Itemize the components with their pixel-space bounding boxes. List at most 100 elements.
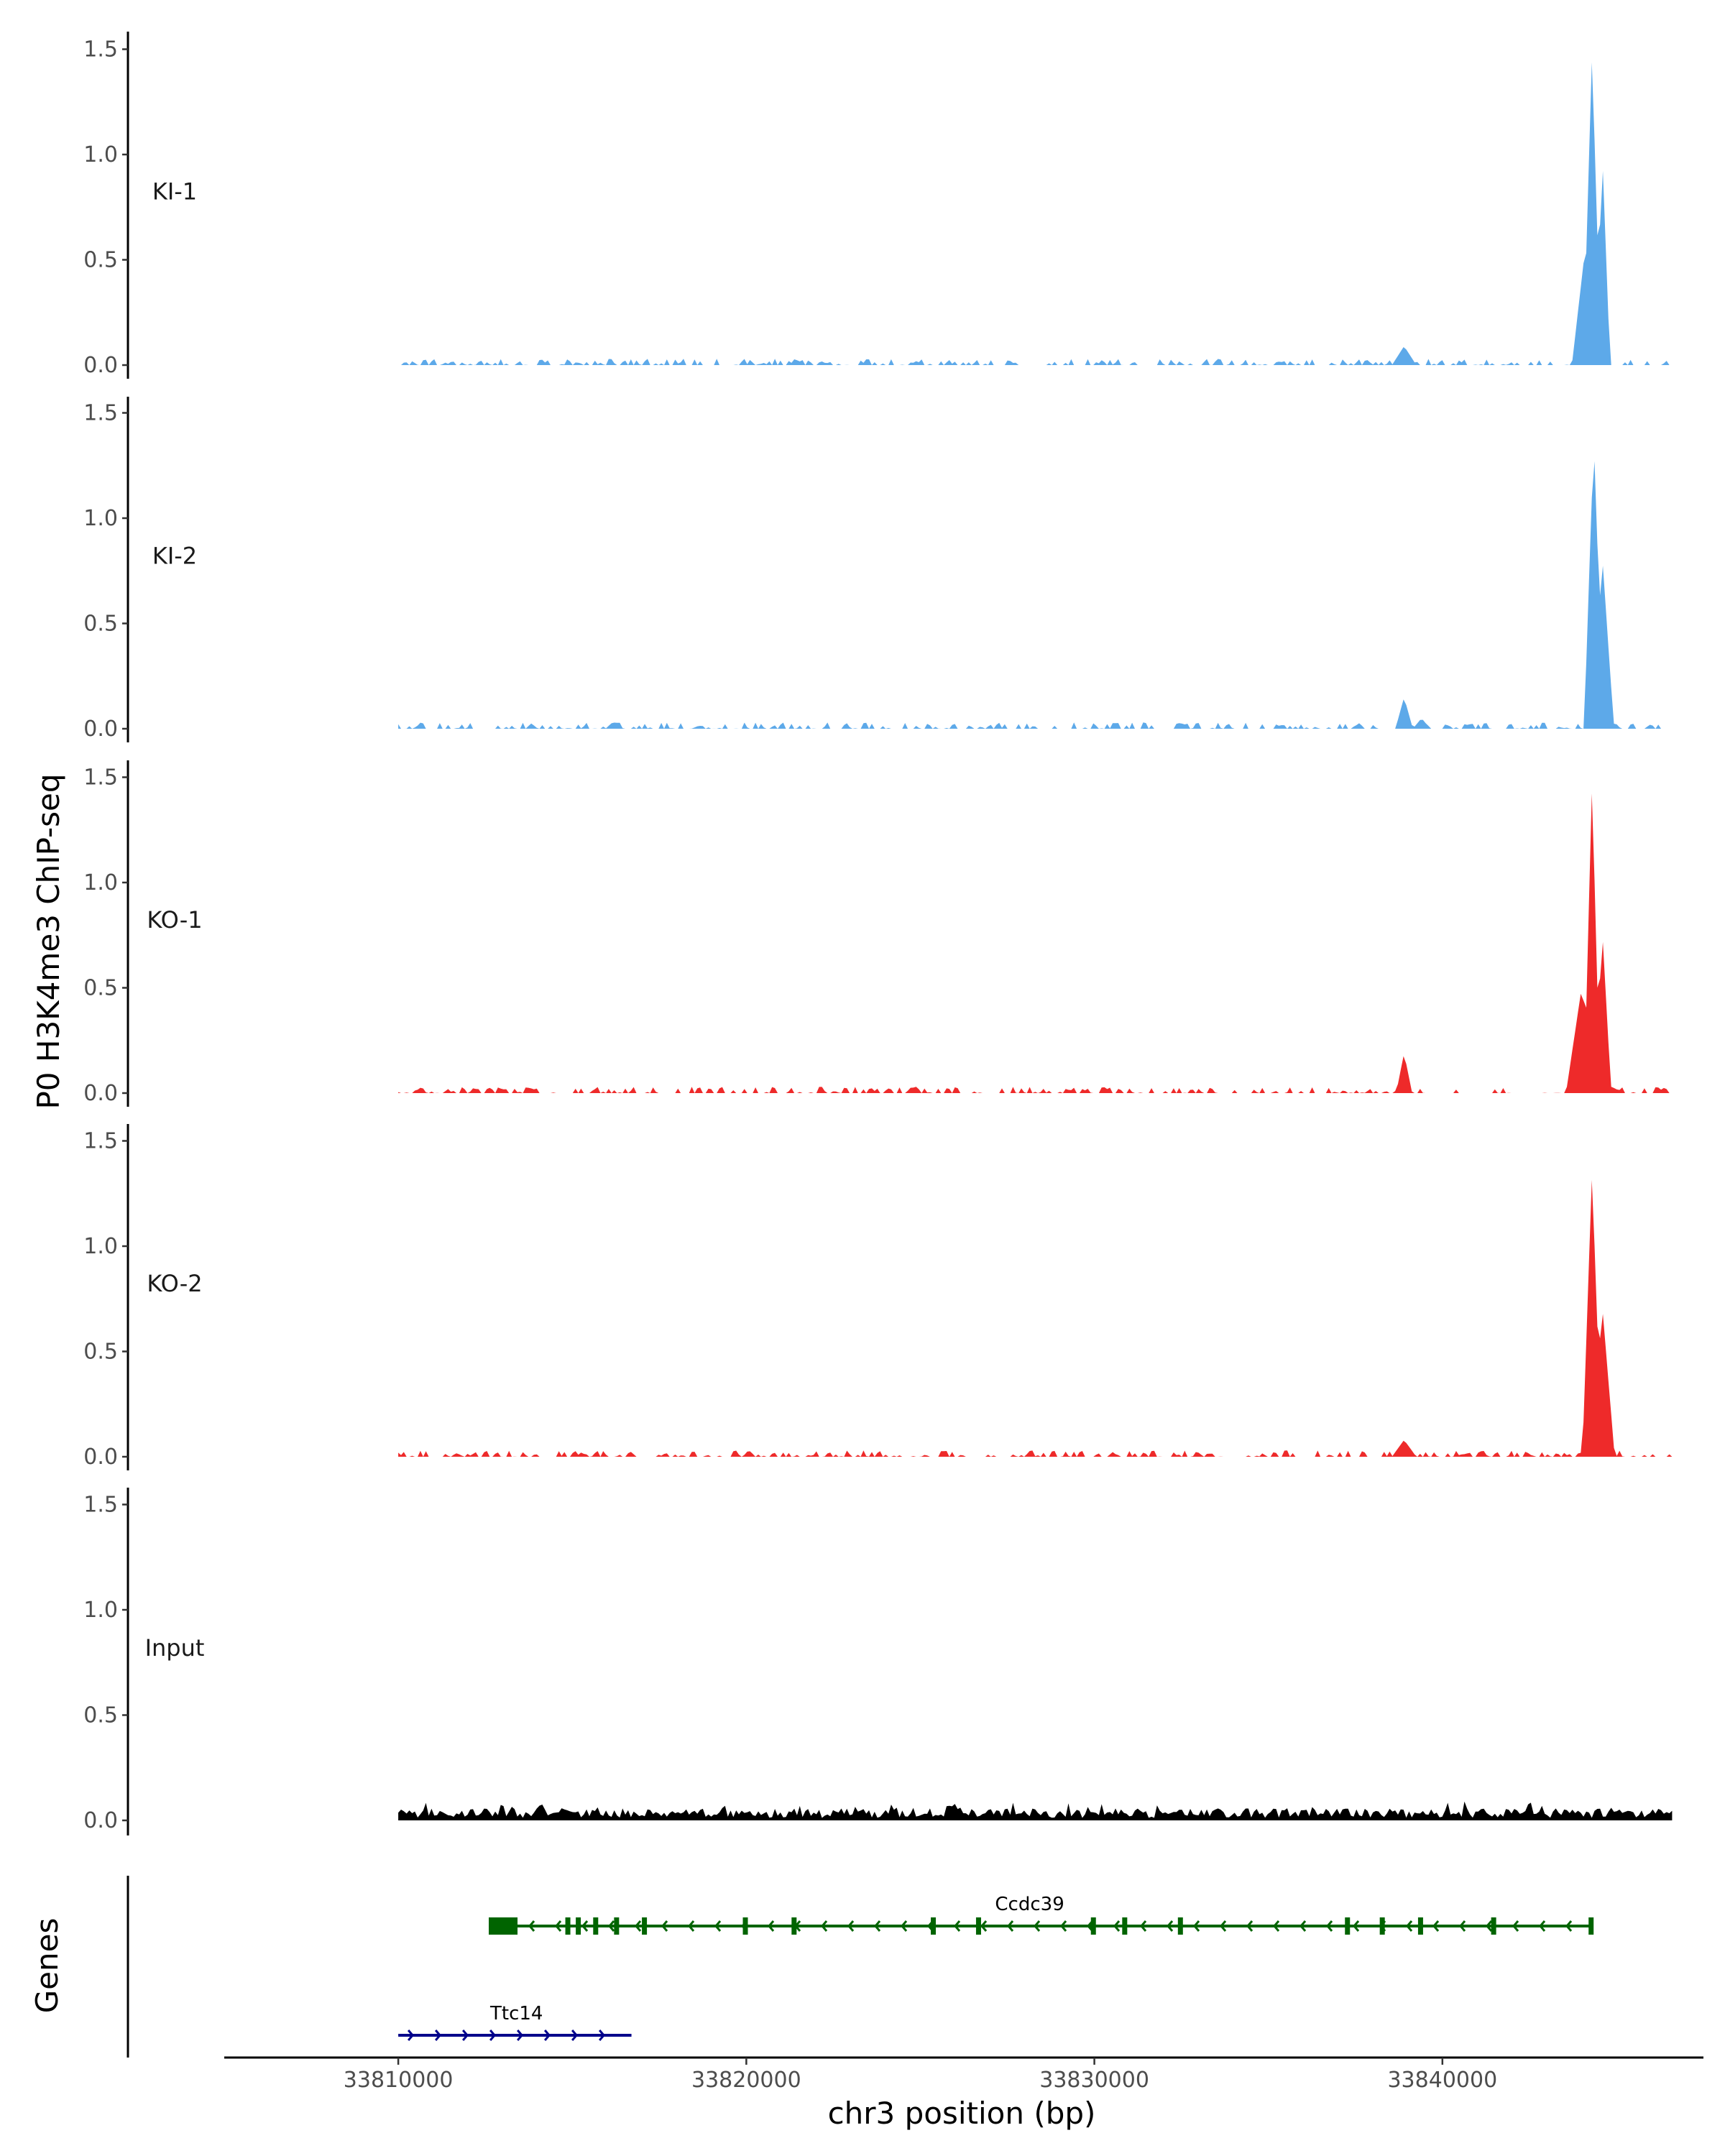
strand-arrow xyxy=(901,1920,908,1932)
strand-arrow xyxy=(434,2030,442,2041)
exon xyxy=(742,1917,748,1935)
strand-arrow xyxy=(1406,1920,1413,1932)
x-tick-label: 33830000 xyxy=(1039,2068,1149,2093)
exon xyxy=(489,1917,518,1935)
y-tick-label: 1.5 xyxy=(83,765,118,791)
y-tick-label: 1.0 xyxy=(83,1234,118,1259)
x-tick-label: 33820000 xyxy=(691,2068,801,2093)
signal-area xyxy=(398,1801,1673,1820)
exon xyxy=(576,1917,581,1935)
strand-arrow xyxy=(1246,1920,1254,1932)
y-tick-label: 0.5 xyxy=(83,248,118,273)
exon xyxy=(1588,1917,1594,1935)
strand-arrow xyxy=(1140,1920,1147,1932)
signal-area xyxy=(398,793,1673,1093)
strand-arrow xyxy=(1512,1920,1519,1932)
y-tick-label: 1.5 xyxy=(83,1129,118,1154)
exon xyxy=(1122,1917,1128,1935)
strand-arrow xyxy=(1486,1920,1493,1932)
track-label: KO-2 xyxy=(147,1270,202,1297)
strand-arrow xyxy=(954,1920,961,1932)
strand-arrow xyxy=(847,1920,855,1932)
y-tick-label: 0.0 xyxy=(83,1808,118,1833)
strand-arrow xyxy=(1459,1920,1466,1932)
x-tick-label: 33840000 xyxy=(1387,2068,1497,2093)
strand-arrow xyxy=(1113,1920,1121,1932)
gene-ttc14: Ttc14 xyxy=(398,2003,632,2041)
strand-arrow xyxy=(1565,1920,1573,1932)
strand-arrow xyxy=(516,2030,524,2041)
exon xyxy=(614,1917,620,1935)
strand-arrow xyxy=(1220,1920,1227,1932)
x-axis: 33810000 33820000 33830000 33840000 xyxy=(224,2056,1703,2093)
y-tick-label: 0.5 xyxy=(83,1340,118,1365)
strand-arrow xyxy=(1539,1920,1546,1932)
exon xyxy=(565,1917,571,1935)
strand-arrow xyxy=(1353,1920,1360,1932)
signal-area xyxy=(398,62,1673,365)
strand-arrow xyxy=(1060,1920,1067,1932)
strand-arrow xyxy=(1007,1920,1014,1932)
strand-arrow xyxy=(598,2030,606,2041)
track-input: 0.0 0.5 1.0 1.5 Input xyxy=(83,1488,1673,1835)
strand-arrow xyxy=(1326,1920,1333,1932)
y-tick-label: 0.5 xyxy=(83,976,118,1001)
exon xyxy=(791,1917,797,1935)
track-ko-1: 0.0 0.5 1.0 1.5 KO-1 xyxy=(83,760,1673,1107)
y-tick-label: 0.0 xyxy=(83,1445,118,1470)
genes-axis-title: Genes xyxy=(29,1918,65,2014)
strand-arrow xyxy=(571,2030,579,2041)
exon xyxy=(593,1917,599,1935)
x-axis-title: chr3 position (bp) xyxy=(828,2096,1096,2131)
gene-label: Ccdc39 xyxy=(995,1894,1064,1915)
strand-arrow xyxy=(528,1920,535,1932)
strand-arrow xyxy=(1300,1920,1307,1932)
track-label: KO-1 xyxy=(147,906,202,934)
y-tick-label: 1.0 xyxy=(83,870,118,895)
strand-arrow xyxy=(821,1920,828,1932)
track-label: KI-2 xyxy=(152,543,197,570)
strand-arrow xyxy=(581,1920,589,1932)
exon xyxy=(506,1917,512,1935)
y-tick-label: 1.5 xyxy=(83,1493,118,1518)
genes-panel: Ccdc39 Ttc14 xyxy=(126,1876,1594,2058)
y-tick-label: 0.5 xyxy=(83,612,118,637)
track-label: Input xyxy=(145,1634,205,1662)
track-ki-2: 0.0 0.5 1.0 1.5 KI-2 xyxy=(83,397,1673,742)
strand-arrow xyxy=(608,1920,615,1932)
strand-arrow xyxy=(688,1920,695,1932)
y-tick-label: 1.5 xyxy=(83,401,118,426)
strand-arrow xyxy=(1432,1920,1440,1932)
signal-area xyxy=(398,1179,1673,1457)
strand-arrow xyxy=(543,2030,551,2041)
strand-arrow xyxy=(1167,1920,1174,1932)
y-tick-label: 1.0 xyxy=(83,1598,118,1623)
exon xyxy=(1417,1917,1423,1935)
signal-area xyxy=(398,461,1673,729)
y-tick-label: 0.0 xyxy=(83,1081,118,1106)
exon xyxy=(1090,1917,1096,1935)
strand-arrow xyxy=(1034,1920,1041,1932)
track-label: KI-1 xyxy=(152,178,197,206)
strand-arrow xyxy=(489,2030,497,2041)
exon xyxy=(642,1917,648,1935)
exon xyxy=(1491,1917,1496,1935)
exon xyxy=(1177,1917,1183,1935)
exon xyxy=(930,1917,936,1935)
y-tick-label: 1.5 xyxy=(83,37,118,63)
strand-arrow xyxy=(407,2030,415,2041)
strand-arrow xyxy=(1193,1920,1200,1932)
exon xyxy=(1345,1917,1351,1935)
strand-arrow xyxy=(1273,1920,1280,1932)
exon xyxy=(1379,1917,1385,1935)
y-tick-label: 0.0 xyxy=(83,717,118,742)
y-tick-label: 1.0 xyxy=(83,142,118,167)
gene-ccdc39: Ccdc39 xyxy=(489,1894,1594,1935)
track-ki-1: 0.0 0.5 1.0 1.5 KI-1 xyxy=(83,32,1673,379)
signal-tracks: 0.0 0.5 1.0 1.5 KI-1 0.0 0.5 1.0 1.5 KI-2 0.0 0.5 1.… xyxy=(83,32,1673,1835)
exon xyxy=(975,1917,981,1935)
strand-arrow xyxy=(980,1920,988,1932)
strand-arrow xyxy=(714,1920,722,1932)
strand-arrow xyxy=(874,1920,881,1932)
